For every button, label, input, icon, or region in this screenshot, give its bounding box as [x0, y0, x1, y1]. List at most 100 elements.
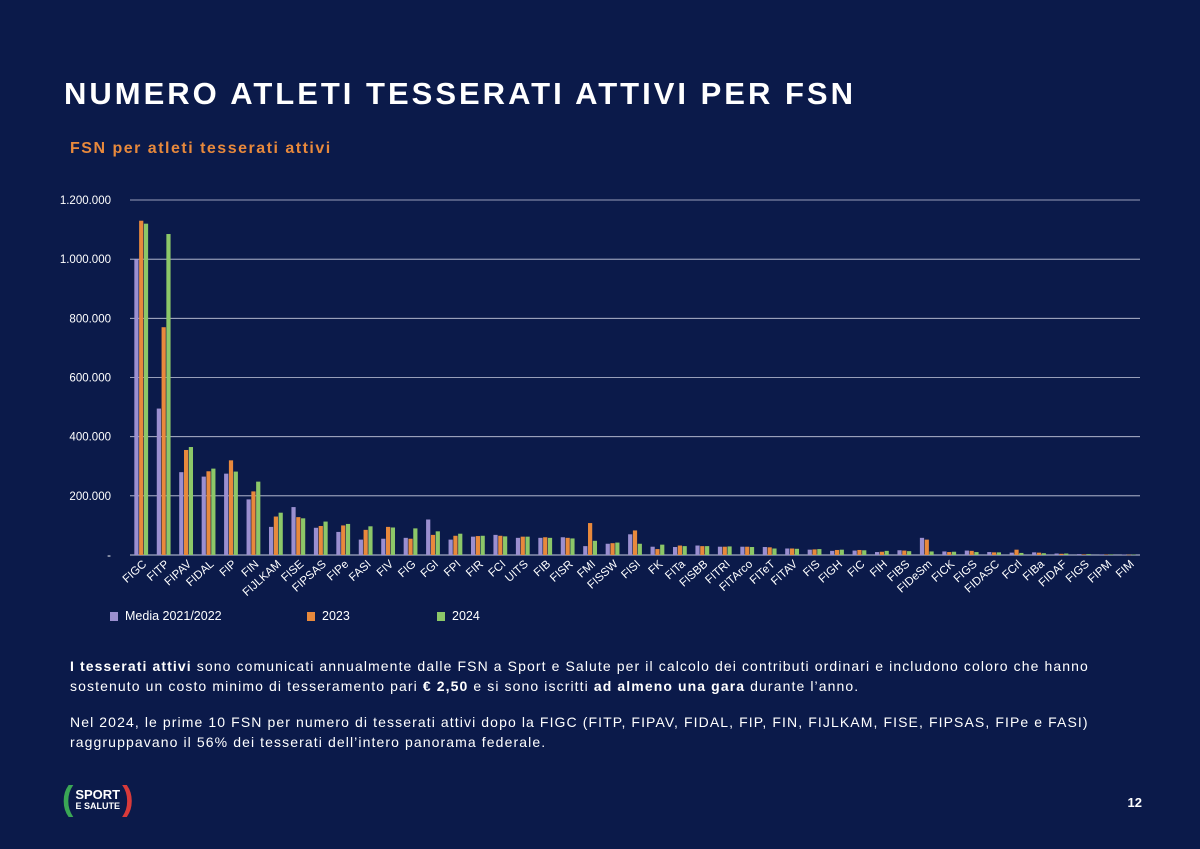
- bar: [161, 327, 166, 555]
- bar: [470, 536, 476, 555]
- x-tick-label: FGI: [419, 558, 441, 580]
- bar: [166, 234, 171, 556]
- bar: [812, 549, 817, 555]
- x-tick-label: FPI: [442, 558, 463, 579]
- bar: [278, 512, 283, 555]
- legend-swatch-media: [110, 611, 118, 621]
- x-tick-label: FIGH: [817, 558, 845, 585]
- bar: [493, 534, 498, 555]
- bar: [543, 537, 548, 555]
- bar: [929, 551, 934, 555]
- bar: [184, 449, 189, 555]
- bar: [515, 537, 521, 555]
- bar: [767, 547, 772, 555]
- bar: [256, 481, 261, 555]
- legend-label-2024: 2024: [452, 609, 480, 623]
- bar: [745, 546, 750, 555]
- bar: [1109, 554, 1114, 555]
- legend-item-2023: 2023: [307, 609, 350, 623]
- para1-bold-tesserati: I tesserati attivi: [70, 658, 192, 674]
- bar: [341, 525, 346, 555]
- bar: [852, 550, 857, 555]
- x-tick-label: FIGC: [121, 558, 149, 585]
- x-tick-label: FIM: [1114, 558, 1137, 580]
- legend-item-media: Media 2021/2022: [110, 609, 222, 623]
- bar: [363, 529, 368, 555]
- bar: [1014, 549, 1019, 555]
- bar: [143, 223, 149, 555]
- bar: [403, 537, 408, 555]
- bar: [301, 518, 306, 555]
- bar: [862, 550, 867, 555]
- bar: [1126, 554, 1131, 556]
- y-tick-label: 400.000: [69, 432, 111, 444]
- legend-label-2023: 2023: [322, 609, 350, 623]
- bar: [790, 548, 795, 555]
- legend-swatch-2023: [307, 611, 315, 621]
- bar: [660, 544, 665, 555]
- bar: [413, 528, 418, 555]
- bar: [839, 549, 844, 555]
- bar: [807, 549, 812, 555]
- bar: [475, 536, 480, 555]
- bar: [817, 549, 822, 555]
- x-tick-label: FIG: [396, 558, 418, 580]
- bar: [408, 538, 413, 555]
- bar: [717, 546, 723, 555]
- chart-title: FSN per atleti tesserati attivi: [70, 140, 332, 157]
- bar: [1131, 554, 1136, 556]
- logo-line2: E SALUTE: [75, 800, 120, 811]
- bar: [700, 546, 705, 555]
- bar: [1081, 554, 1086, 555]
- bar: [390, 527, 396, 555]
- para1-text2: e si sono iscritti: [468, 678, 594, 694]
- bar: [947, 552, 952, 555]
- bar: [296, 517, 301, 555]
- bar: [672, 547, 678, 555]
- bar: [727, 546, 732, 555]
- bar: [1076, 554, 1082, 555]
- bar: [830, 550, 835, 555]
- y-tick-label: 1.200.000: [60, 195, 111, 207]
- bar: [318, 526, 323, 555]
- bar: [503, 536, 508, 555]
- x-tick-label: FITAV: [769, 558, 800, 588]
- bar: [358, 539, 363, 555]
- x-tick-label: FIV: [375, 558, 397, 579]
- bar: [201, 476, 206, 555]
- bar: [570, 538, 575, 555]
- x-tick-label: FIPM: [1086, 558, 1114, 585]
- x-tick-label: UITS: [503, 558, 531, 585]
- bar: [677, 545, 682, 555]
- bar: [884, 550, 889, 555]
- bar: [313, 527, 319, 555]
- logo-line1: SPORT: [75, 786, 121, 802]
- x-tick-label: FIP: [218, 558, 240, 579]
- x-tick-label: FASI: [347, 558, 374, 584]
- bar: [1019, 552, 1024, 555]
- bar: [1086, 554, 1091, 555]
- para1-bold-cost: € 2,50: [422, 678, 469, 694]
- bar: [794, 548, 800, 555]
- y-tick-label: 600.000: [69, 373, 111, 385]
- bar: [632, 530, 638, 555]
- x-tick-label: FIR: [464, 558, 486, 579]
- bar: [1099, 554, 1104, 555]
- bar: [1059, 553, 1064, 555]
- page-number: 12: [1127, 795, 1142, 810]
- bar: [426, 519, 431, 555]
- bar: [588, 523, 593, 555]
- bar: [560, 537, 565, 555]
- paragraph-2024-summary: Nel 2024, le prime 10 FSN per numero di …: [70, 714, 1089, 750]
- bar: [435, 531, 440, 555]
- bar: [1041, 553, 1046, 555]
- bar: [1121, 554, 1127, 556]
- logo-right-bracket-icon: ): [122, 780, 134, 818]
- y-tick-label: 1.000.000: [60, 254, 111, 266]
- bar: [655, 549, 660, 555]
- x-tick-label: FIGS: [1064, 558, 1092, 585]
- para1-text3: durante l’anno.: [745, 678, 860, 694]
- bar: [458, 533, 463, 555]
- legend-swatch-2024: [437, 611, 445, 621]
- logo-text: SPORT E SALUTE: [75, 788, 120, 811]
